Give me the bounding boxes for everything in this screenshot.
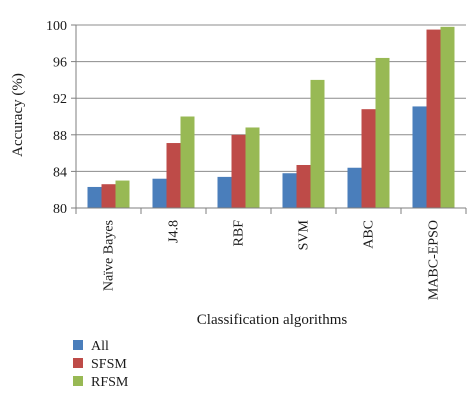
x-category-label: RBF <box>232 220 247 247</box>
axes <box>71 24 467 214</box>
legend-label-rfsm: RFSM <box>91 375 129 390</box>
y-tick-label: 84 <box>53 165 67 180</box>
bar-rfsm-4 <box>375 57 390 208</box>
y-tick-labels: 80 84 88 92 96 100 <box>46 19 67 217</box>
legend-swatch-rfsm <box>73 376 83 386</box>
bar-all-2 <box>217 176 232 208</box>
legend: All SFSM RFSM <box>73 339 129 390</box>
legend-label-sfsm: SFSM <box>91 357 127 372</box>
y-tick-label: 96 <box>53 56 67 71</box>
y-tick-label: 80 <box>53 202 67 217</box>
legend-swatch-sfsm <box>73 358 83 368</box>
legend-swatch-all <box>73 340 83 350</box>
y-tick-label: 92 <box>53 92 67 107</box>
bars <box>87 26 455 209</box>
grid-lines <box>76 24 466 172</box>
bar-all-3 <box>282 173 297 208</box>
x-category-label: ABC <box>362 220 377 249</box>
bar-rfsm-3 <box>310 79 325 209</box>
legend-label-all: All <box>91 339 109 354</box>
bar-sfsm-3 <box>296 164 311 208</box>
bar-sfsm-0 <box>101 184 116 208</box>
bar-all-5 <box>412 106 427 208</box>
y-tick-label: 100 <box>46 19 67 34</box>
x-category-label: J4.8 <box>167 220 182 243</box>
bar-rfsm-0 <box>115 180 130 208</box>
x-category-label: Naïve Bayes <box>102 220 117 291</box>
bar-all-1 <box>152 178 167 208</box>
bar-all-0 <box>87 186 102 208</box>
bar-sfsm-2 <box>231 134 246 208</box>
bar-rfsm-1 <box>180 116 195 208</box>
bar-sfsm-5 <box>426 29 441 209</box>
bar-all-4 <box>347 167 362 208</box>
y-tick-label: 88 <box>53 129 67 144</box>
x-category-labels: Naïve Bayes J4.8 RBF SVM ABC MABC-EPSO <box>102 219 442 300</box>
bar-sfsm-1 <box>166 143 181 208</box>
y-axis-title: Accuracy (%) <box>10 73 26 157</box>
x-category-label: SVM <box>297 219 312 250</box>
bar-sfsm-4 <box>361 109 376 208</box>
bar-rfsm-5 <box>440 26 455 208</box>
bar-rfsm-2 <box>245 127 260 208</box>
x-category-label: MABC-EPSO <box>427 220 442 300</box>
x-axis-title: Classification algorithms <box>197 312 348 328</box>
